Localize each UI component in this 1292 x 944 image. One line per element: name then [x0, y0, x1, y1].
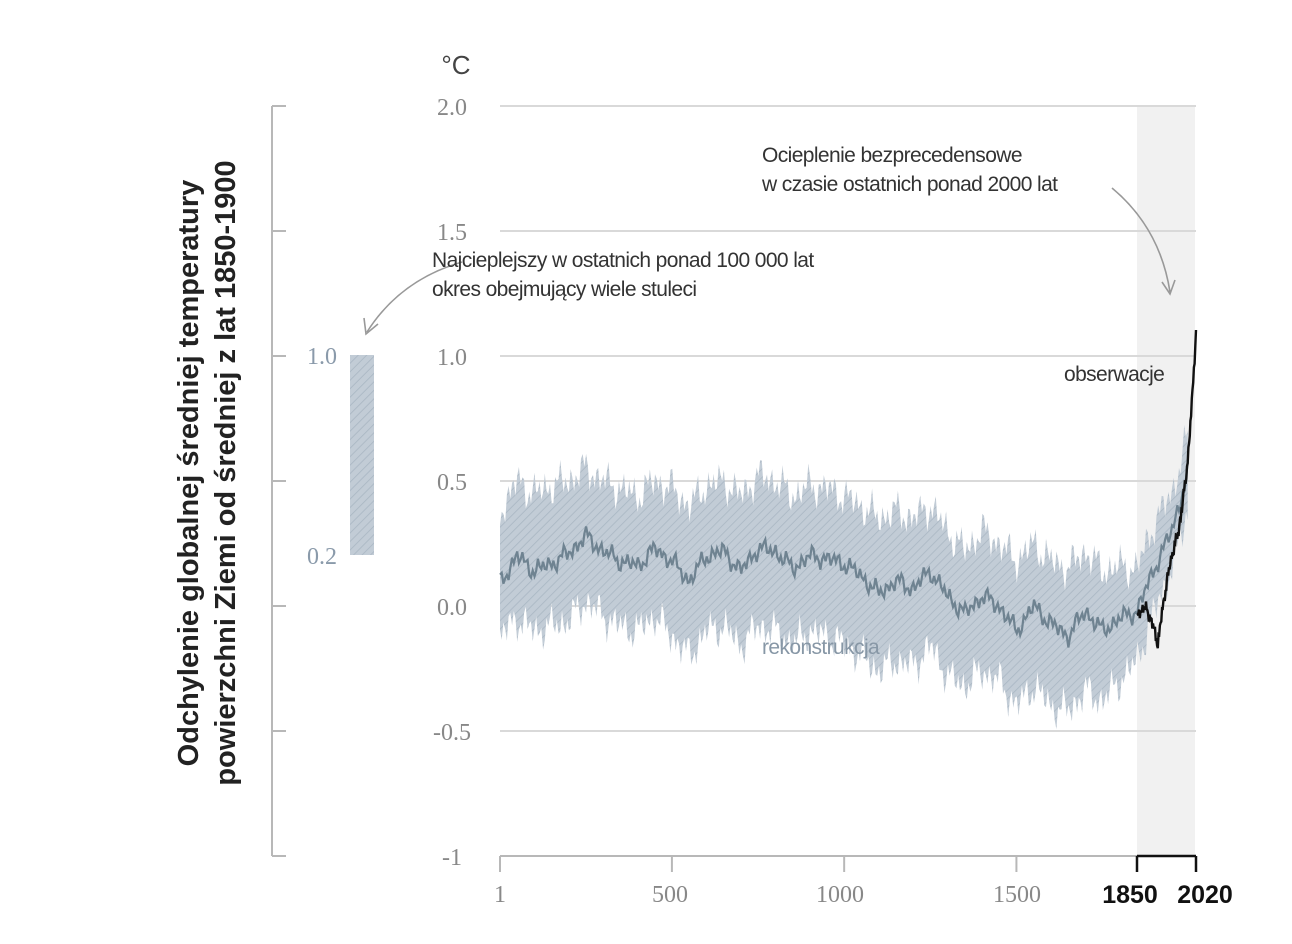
y-tick-label: -0.5: [433, 720, 471, 746]
side-annotation-line1: Najcieplejszy w ostatnich ponad 100 000 …: [432, 249, 814, 272]
top-annotation-arrow: [1111, 187, 1171, 293]
observations-label: obserwacje: [1064, 363, 1165, 386]
unit-label: °C: [441, 50, 470, 80]
side-annotation-arrow: [366, 261, 463, 333]
x-tick-label-2020: 2020: [1177, 881, 1233, 909]
side-axis-ticks: [272, 105, 286, 857]
x-tick-label-1500: 1500: [993, 882, 1041, 908]
y-tick-label: 0.5: [437, 470, 467, 496]
side-tick-label-2: 0.2: [307, 544, 337, 570]
observations-series: [1136, 329, 1198, 649]
side-tick-label-1: 1.0: [307, 344, 337, 370]
x-tick-label-1850: 1850: [1102, 881, 1158, 909]
side-annotation-arrowhead: [363, 317, 379, 336]
side-annotation: Najcieplejszy w ostatnich ponad 100 000 …: [432, 246, 814, 304]
y-tick-label: -1: [442, 845, 462, 871]
uncertainty-band-area: [500, 424, 1188, 730]
y-tick-labels: 2.0 1.5 1.0 0.5 0.0 -0.5 -1: [433, 95, 471, 871]
x-tick-marks: [499, 856, 1198, 872]
y-tick-label: 1.5: [437, 220, 467, 246]
side-annotation-line2: okres obejmujący wiele stuleci: [432, 278, 697, 301]
reconstruction-line: [499, 461, 1189, 648]
uncertainty-band: [500, 424, 1188, 730]
y-tick-label: 0.0: [437, 595, 467, 621]
x-tick-label-1000: 1000: [816, 882, 864, 908]
observations-line: [1136, 329, 1198, 649]
x-tick-label-1: 1: [494, 882, 506, 908]
reconstruction-label: rekonstrukcja: [762, 636, 880, 659]
x-tick-label-500: 500: [652, 882, 688, 908]
y-tick-label: 2.0: [437, 95, 467, 121]
top-annotation-line1: Ocieplenie bezprecedensowe: [762, 144, 1023, 167]
top-annotation-line2: w czasie ostatnich ponad 2000 lat: [762, 173, 1058, 196]
warmest-period-bar: [350, 355, 374, 555]
reconstruction-series: [499, 461, 1189, 648]
y-tick-label: 1.0: [437, 345, 467, 371]
top-annotation: Ocieplenie bezprecedensowe w czasie osta…: [762, 141, 1058, 199]
grid: [500, 105, 1196, 857]
top-annotation-arrowhead: [1161, 279, 1176, 296]
